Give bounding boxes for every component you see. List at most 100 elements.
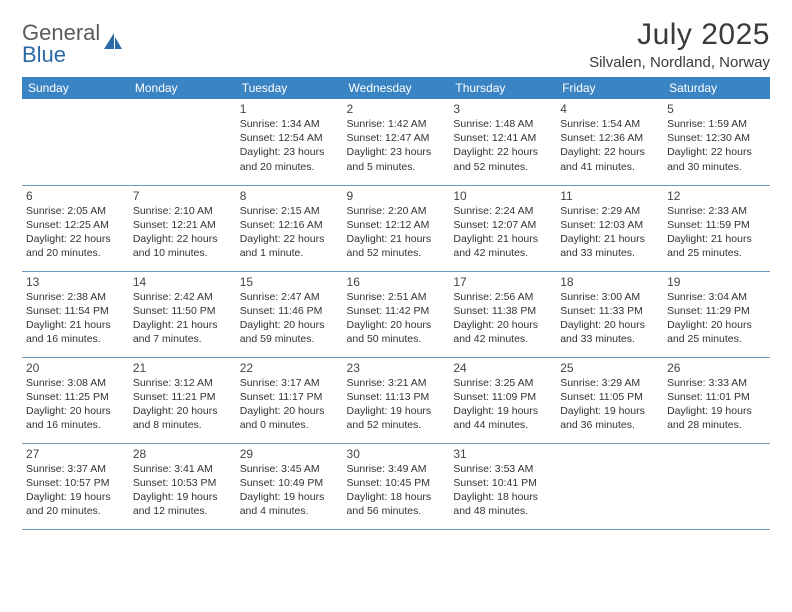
sunset-text: Sunset: 11:17 PM [240, 390, 339, 404]
day-number: 5 [667, 102, 766, 116]
daylight-text: Daylight: 22 hours and 1 minute. [240, 232, 339, 260]
day-number: 18 [560, 275, 659, 289]
day-info: Sunrise: 3:49 AMSunset: 10:45 PMDaylight… [347, 462, 446, 519]
day-number: 28 [133, 447, 232, 461]
logo-word2: Blue [22, 44, 100, 66]
sunset-text: Sunset: 11:01 PM [667, 390, 766, 404]
sunset-text: Sunset: 10:57 PM [26, 476, 125, 490]
day-info: Sunrise: 3:17 AMSunset: 11:17 PMDaylight… [240, 376, 339, 433]
sunset-text: Sunset: 12:03 AM [560, 218, 659, 232]
day-number: 27 [26, 447, 125, 461]
daylight-text: Daylight: 19 hours and 44 minutes. [453, 404, 552, 432]
sunset-text: Sunset: 11:38 PM [453, 304, 552, 318]
calendar-day-cell: 27Sunrise: 3:37 AMSunset: 10:57 PMDaylig… [22, 443, 129, 529]
daylight-text: Daylight: 23 hours and 5 minutes. [347, 145, 446, 173]
day-info: Sunrise: 1:48 AMSunset: 12:41 AMDaylight… [453, 117, 552, 174]
sunrise-text: Sunrise: 3:21 AM [347, 376, 446, 390]
day-info: Sunrise: 2:10 AMSunset: 12:21 AMDaylight… [133, 204, 232, 261]
sunset-text: Sunset: 12:30 AM [667, 131, 766, 145]
daylight-text: Daylight: 18 hours and 56 minutes. [347, 490, 446, 518]
day-info: Sunrise: 3:12 AMSunset: 11:21 PMDaylight… [133, 376, 232, 433]
day-info: Sunrise: 3:41 AMSunset: 10:53 PMDaylight… [133, 462, 232, 519]
sunrise-text: Sunrise: 3:37 AM [26, 462, 125, 476]
calendar-day-cell: 12Sunrise: 2:33 AMSunset: 11:59 PMDaylig… [663, 185, 770, 271]
day-number: 12 [667, 189, 766, 203]
sunrise-text: Sunrise: 1:42 AM [347, 117, 446, 131]
sunset-text: Sunset: 11:25 PM [26, 390, 125, 404]
calendar-day-cell: 5Sunrise: 1:59 AMSunset: 12:30 AMDayligh… [663, 99, 770, 185]
sunrise-text: Sunrise: 2:56 AM [453, 290, 552, 304]
daylight-text: Daylight: 20 hours and 33 minutes. [560, 318, 659, 346]
sunrise-text: Sunrise: 2:24 AM [453, 204, 552, 218]
calendar-day-cell: 9Sunrise: 2:20 AMSunset: 12:12 AMDayligh… [343, 185, 450, 271]
day-info: Sunrise: 3:53 AMSunset: 10:41 PMDaylight… [453, 462, 552, 519]
calendar-week-row: 13Sunrise: 2:38 AMSunset: 11:54 PMDaylig… [22, 271, 770, 357]
daylight-text: Daylight: 20 hours and 8 minutes. [133, 404, 232, 432]
daylight-text: Daylight: 22 hours and 41 minutes. [560, 145, 659, 173]
sunset-text: Sunset: 10:45 PM [347, 476, 446, 490]
daylight-text: Daylight: 19 hours and 4 minutes. [240, 490, 339, 518]
calendar-header-row: SundayMondayTuesdayWednesdayThursdayFrid… [22, 77, 770, 99]
day-number: 16 [347, 275, 446, 289]
day-info: Sunrise: 2:33 AMSunset: 11:59 PMDaylight… [667, 204, 766, 261]
day-number: 31 [453, 447, 552, 461]
day-number: 19 [667, 275, 766, 289]
day-number: 17 [453, 275, 552, 289]
sunrise-text: Sunrise: 2:38 AM [26, 290, 125, 304]
sunset-text: Sunset: 12:36 AM [560, 131, 659, 145]
calendar-day-cell: 14Sunrise: 2:42 AMSunset: 11:50 PMDaylig… [129, 271, 236, 357]
sunrise-text: Sunrise: 2:29 AM [560, 204, 659, 218]
sunset-text: Sunset: 12:47 AM [347, 131, 446, 145]
calendar-day-cell: 13Sunrise: 2:38 AMSunset: 11:54 PMDaylig… [22, 271, 129, 357]
day-info: Sunrise: 3:04 AMSunset: 11:29 PMDaylight… [667, 290, 766, 347]
sunset-text: Sunset: 12:54 AM [240, 131, 339, 145]
day-info: Sunrise: 3:37 AMSunset: 10:57 PMDaylight… [26, 462, 125, 519]
daylight-text: Daylight: 19 hours and 36 minutes. [560, 404, 659, 432]
sunrise-text: Sunrise: 2:20 AM [347, 204, 446, 218]
sunset-text: Sunset: 12:12 AM [347, 218, 446, 232]
daylight-text: Daylight: 20 hours and 0 minutes. [240, 404, 339, 432]
sunrise-text: Sunrise: 2:51 AM [347, 290, 446, 304]
location: Silvalen, Nordland, Norway [589, 54, 770, 71]
sunrise-text: Sunrise: 3:29 AM [560, 376, 659, 390]
day-info: Sunrise: 3:21 AMSunset: 11:13 PMDaylight… [347, 376, 446, 433]
sunset-text: Sunset: 11:59 PM [667, 218, 766, 232]
daylight-text: Daylight: 20 hours and 50 minutes. [347, 318, 446, 346]
sunrise-text: Sunrise: 2:15 AM [240, 204, 339, 218]
day-number: 13 [26, 275, 125, 289]
calendar-day-cell: 1Sunrise: 1:34 AMSunset: 12:54 AMDayligh… [236, 99, 343, 185]
day-number: 20 [26, 361, 125, 375]
calendar-day-cell: 8Sunrise: 2:15 AMSunset: 12:16 AMDayligh… [236, 185, 343, 271]
calendar-day-cell: 7Sunrise: 2:10 AMSunset: 12:21 AMDayligh… [129, 185, 236, 271]
calendar-day-cell: 4Sunrise: 1:54 AMSunset: 12:36 AMDayligh… [556, 99, 663, 185]
calendar-day-cell: 20Sunrise: 3:08 AMSunset: 11:25 PMDaylig… [22, 357, 129, 443]
sunset-text: Sunset: 11:33 PM [560, 304, 659, 318]
daylight-text: Daylight: 18 hours and 48 minutes. [453, 490, 552, 518]
calendar-day-cell: 31Sunrise: 3:53 AMSunset: 10:41 PMDaylig… [449, 443, 556, 529]
weekday-header: Wednesday [343, 77, 450, 99]
sunset-text: Sunset: 11:21 PM [133, 390, 232, 404]
sunset-text: Sunset: 12:21 AM [133, 218, 232, 232]
sunrise-text: Sunrise: 3:41 AM [133, 462, 232, 476]
sail-icon [102, 31, 124, 59]
weekday-header: Friday [556, 77, 663, 99]
sunset-text: Sunset: 10:49 PM [240, 476, 339, 490]
calendar-day-cell: 22Sunrise: 3:17 AMSunset: 11:17 PMDaylig… [236, 357, 343, 443]
daylight-text: Daylight: 19 hours and 28 minutes. [667, 404, 766, 432]
sunrise-text: Sunrise: 2:47 AM [240, 290, 339, 304]
sunrise-text: Sunrise: 3:33 AM [667, 376, 766, 390]
daylight-text: Daylight: 21 hours and 33 minutes. [560, 232, 659, 260]
day-number: 7 [133, 189, 232, 203]
day-info: Sunrise: 2:47 AMSunset: 11:46 PMDaylight… [240, 290, 339, 347]
daylight-text: Daylight: 22 hours and 52 minutes. [453, 145, 552, 173]
day-info: Sunrise: 2:15 AMSunset: 12:16 AMDaylight… [240, 204, 339, 261]
day-info: Sunrise: 3:45 AMSunset: 10:49 PMDaylight… [240, 462, 339, 519]
calendar-day-cell: 2Sunrise: 1:42 AMSunset: 12:47 AMDayligh… [343, 99, 450, 185]
calendar-day-cell: 24Sunrise: 3:25 AMSunset: 11:09 PMDaylig… [449, 357, 556, 443]
daylight-text: Daylight: 20 hours and 16 minutes. [26, 404, 125, 432]
day-number: 21 [133, 361, 232, 375]
sunrise-text: Sunrise: 2:33 AM [667, 204, 766, 218]
day-number: 2 [347, 102, 446, 116]
daylight-text: Daylight: 20 hours and 59 minutes. [240, 318, 339, 346]
daylight-text: Daylight: 21 hours and 52 minutes. [347, 232, 446, 260]
